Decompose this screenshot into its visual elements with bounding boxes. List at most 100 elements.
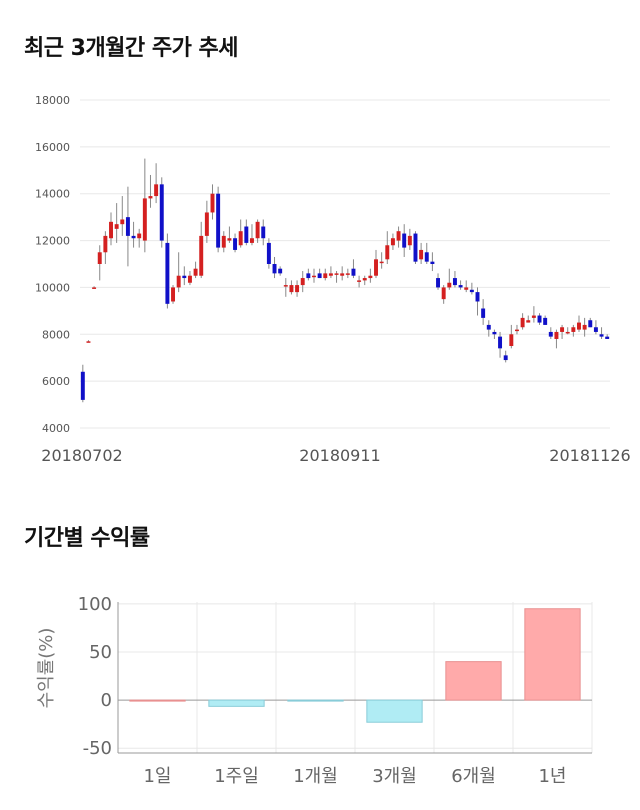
candle-body: [142, 198, 147, 241]
return-bar-chart: -50 0 50 100 1일 1주일 1개월 3개월 6개월 1년 수익률(%): [36, 594, 593, 787]
candle: [255, 219, 260, 243]
candle: [424, 242, 429, 264]
candle: [430, 252, 435, 272]
candle-y-axis: 4000 6000 8000 10000 12000 14000 16000 18000: [35, 94, 70, 435]
candle: [154, 163, 159, 204]
candle-x-tick: 20180702: [41, 446, 122, 465]
candle: [419, 242, 424, 264]
candle: [526, 315, 531, 323]
candle: [92, 286, 97, 289]
candle-x-axis: 20180702 20180911 20181126: [41, 446, 630, 465]
bar-x-axis: 1일 1주일 1개월 3개월 6개월 1년: [143, 766, 566, 787]
candle-body: [531, 315, 536, 318]
candle-body: [171, 287, 176, 302]
candle: [436, 273, 441, 290]
candle: [514, 324, 519, 335]
candle: [413, 231, 418, 264]
candle-y-tick: 14000: [35, 188, 70, 201]
candle-body: [233, 238, 238, 250]
candle-body: [436, 278, 441, 288]
candle-body: [216, 193, 221, 248]
candle: [249, 224, 254, 246]
candle-body: [159, 184, 164, 241]
candle: [554, 329, 559, 349]
candle: [204, 200, 209, 243]
candle: [577, 315, 581, 332]
candle-body: [300, 278, 305, 286]
candle-body: [204, 212, 209, 236]
candle-body: [193, 268, 198, 276]
candle: [216, 186, 221, 253]
candle: [233, 233, 238, 253]
candle-body: [249, 238, 254, 243]
candle-body: [362, 278, 367, 281]
candle-body: [255, 221, 260, 239]
candle-grid: [80, 99, 610, 429]
candle: [452, 271, 457, 288]
candle: [323, 268, 328, 281]
bar-x-tick: 1년: [538, 766, 566, 787]
candle-body: [582, 324, 587, 330]
candle: [266, 238, 271, 269]
candle-body: [86, 341, 91, 343]
candle: [131, 221, 136, 248]
candle-body: [509, 334, 514, 346]
candle: [125, 186, 130, 267]
candle-body: [187, 275, 192, 283]
candle: [176, 252, 181, 293]
candle-body: [154, 184, 159, 197]
candle-body: [340, 273, 345, 276]
candle-body: [385, 245, 390, 260]
candle-body: [120, 219, 125, 225]
candle: [165, 233, 170, 309]
candle: [362, 275, 367, 286]
candle: [599, 327, 604, 339]
candle-body: [419, 249, 424, 260]
candle-body: [210, 193, 215, 213]
candle-body: [283, 285, 288, 287]
candle-body: [261, 226, 266, 239]
candle: [385, 231, 390, 264]
candle-body: [92, 287, 97, 289]
candle-body: [413, 233, 418, 262]
candle-body: [368, 275, 373, 279]
candle: [441, 285, 446, 304]
candle: [171, 285, 176, 304]
candle-body: [543, 317, 548, 325]
candle-y-tick: 4000: [42, 422, 70, 435]
candle-body: [131, 235, 136, 239]
candle: [317, 268, 322, 279]
candle-body: [390, 238, 395, 246]
candle: [142, 158, 147, 253]
candle-body: [514, 329, 519, 332]
candle-body: [605, 336, 610, 339]
candle-body: [469, 289, 474, 293]
candle-body: [272, 264, 277, 274]
candle-body: [526, 320, 531, 323]
candle: [306, 268, 311, 281]
bar-x-tick: 1개월: [293, 766, 338, 787]
candle: [182, 266, 187, 286]
candle: [120, 196, 125, 236]
candle: [199, 221, 204, 279]
bar-y-tick: -50: [83, 738, 112, 759]
candle-body: [481, 308, 486, 318]
candle: [390, 233, 395, 250]
candle-y-tick: 16000: [35, 141, 70, 154]
candle-body: [537, 315, 542, 323]
candle-body: [402, 233, 407, 248]
bar-series: [129, 608, 581, 723]
candle: [503, 350, 508, 363]
candle: [345, 268, 350, 279]
candle: [351, 259, 356, 279]
candle-body: [498, 336, 503, 349]
candle-body: [278, 268, 283, 274]
candle: [492, 329, 497, 339]
candle: [531, 306, 536, 323]
candle-body: [593, 327, 598, 332]
candle: [571, 324, 576, 337]
candle-body: [221, 235, 226, 248]
candle-body: [503, 355, 508, 361]
candle-body: [560, 327, 565, 332]
candle-x-tick: 20180911: [299, 446, 380, 465]
